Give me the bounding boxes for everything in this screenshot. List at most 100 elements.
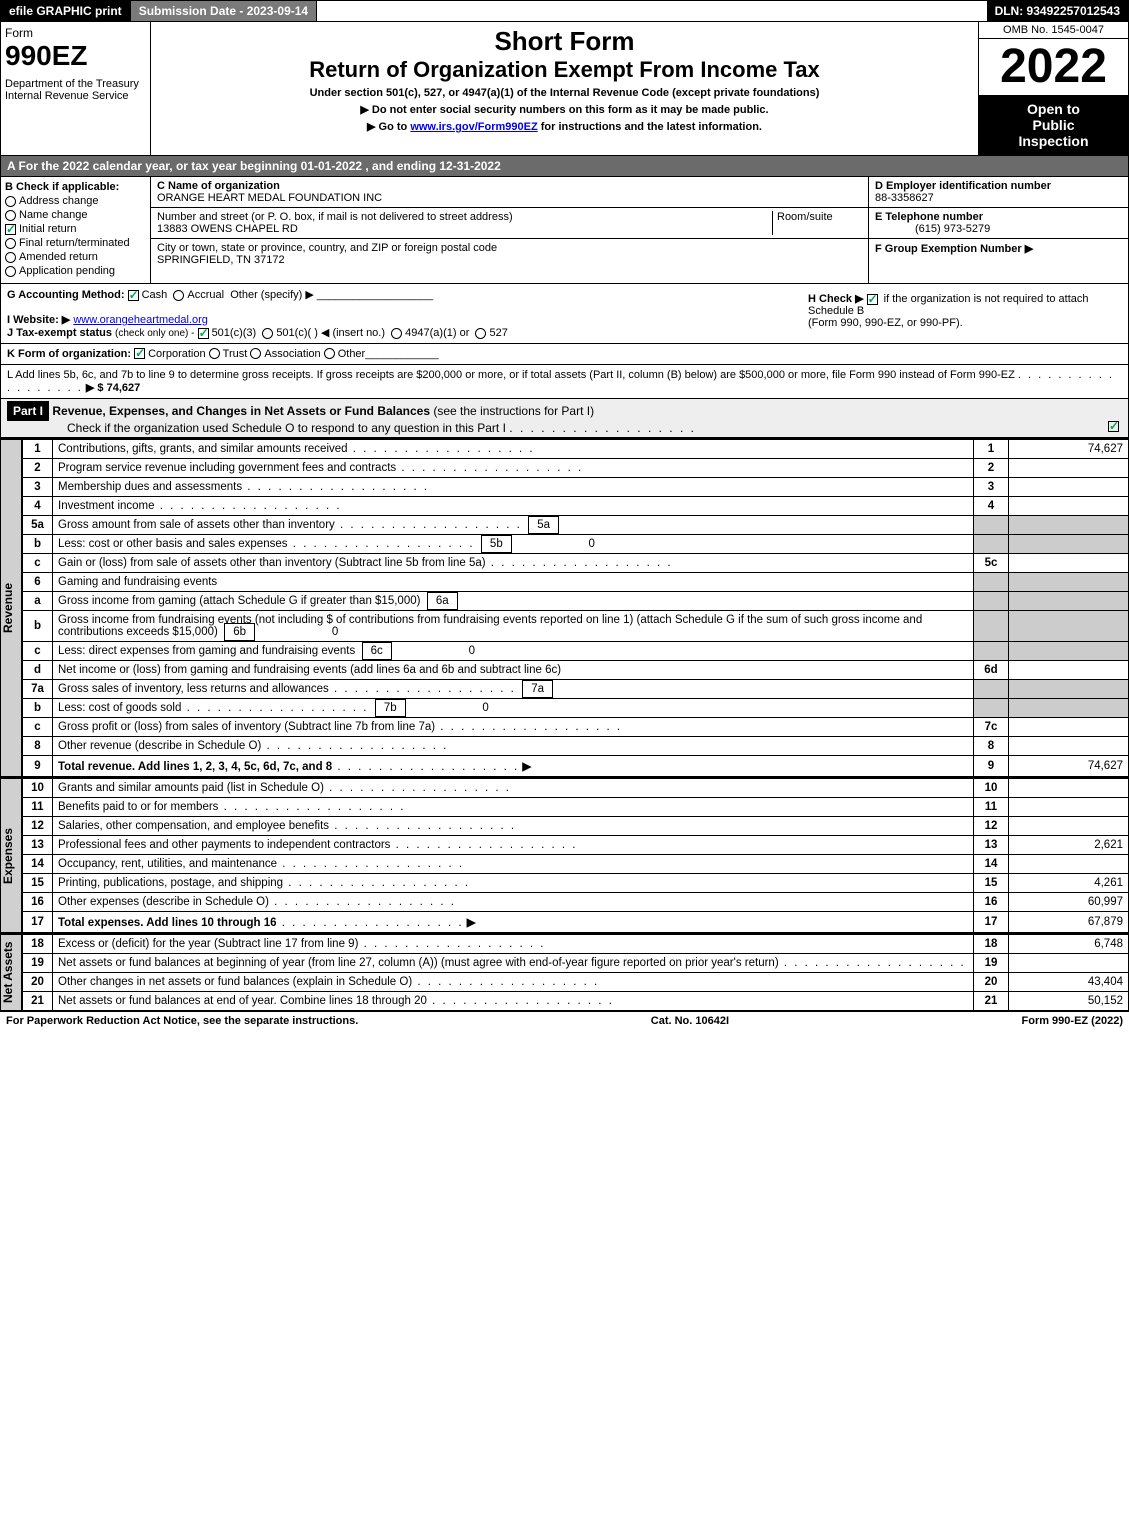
line7a-desc: Gross sales of inventory, less returns a… — [58, 683, 329, 695]
h-checkbox[interactable] — [867, 294, 878, 305]
website-link[interactable]: www.orangeheartmedal.org — [73, 314, 208, 326]
dots-icon — [332, 761, 519, 773]
check-amended[interactable] — [5, 252, 16, 263]
line16-desc: Other expenses (describe in Schedule O) — [58, 896, 269, 908]
line17-num: 17 — [23, 912, 53, 933]
short-form-title: Short Form — [159, 26, 970, 57]
line13-amt: 2,621 — [1009, 836, 1129, 855]
part1-tag: Part I — [7, 401, 49, 421]
check-label-address: Address change — [19, 195, 99, 207]
footer-left: For Paperwork Reduction Act Notice, see … — [6, 1015, 358, 1027]
expenses-table: 10Grants and similar amounts paid (list … — [22, 778, 1129, 933]
line12-desc: Salaries, other compensation, and employ… — [58, 820, 329, 832]
k-other-check[interactable] — [324, 348, 335, 359]
check-initial-return[interactable] — [5, 224, 16, 235]
j-527-check[interactable] — [475, 328, 486, 339]
part1-schedule-o-check[interactable] — [1108, 421, 1119, 432]
part1-dots — [509, 421, 696, 435]
revenue-vertical-label: Revenue — [0, 439, 22, 777]
line-14: 14Occupancy, rent, utilities, and mainte… — [23, 855, 1129, 874]
form-header: Form 990EZ Department of the Treasury In… — [0, 22, 1129, 156]
j-501c3-check[interactable] — [198, 328, 209, 339]
line6c-ln-shaded — [974, 642, 1009, 661]
line12-ln: 12 — [974, 817, 1009, 836]
line20-ln: 20 — [974, 973, 1009, 992]
footer-center: Cat. No. 10642I — [651, 1015, 729, 1027]
line-7a: 7aGross sales of inventory, less returns… — [23, 680, 1129, 699]
line-7c: cGross profit or (loss) from sales of in… — [23, 718, 1129, 737]
line12-num: 12 — [23, 817, 53, 836]
netassets-table: 18Excess or (deficit) for the year (Subt… — [22, 934, 1129, 1011]
check-pending[interactable] — [5, 266, 16, 277]
netassets-vertical-label: Net Assets — [0, 934, 22, 1011]
check-address-change[interactable] — [5, 196, 16, 207]
line4-desc: Investment income — [58, 500, 155, 512]
accounting-cash-check[interactable] — [128, 290, 139, 301]
line6b-num: b — [23, 611, 53, 642]
line5a-ln-shaded — [974, 516, 1009, 535]
line9-num: 9 — [23, 756, 53, 777]
accounting-accrual-check[interactable] — [173, 290, 184, 301]
line21-ln: 21 — [974, 992, 1009, 1011]
line14-num: 14 — [23, 855, 53, 874]
line7b-desc: Less: cost of goods sold — [58, 702, 181, 714]
part1-title: Revenue, Expenses, and Changes in Net As… — [52, 404, 430, 418]
dots-icon — [283, 877, 470, 889]
line11-desc: Benefits paid to or for members — [58, 801, 218, 813]
line2-ln: 2 — [974, 459, 1009, 478]
j-501c-check[interactable] — [262, 328, 273, 339]
dots-icon — [218, 801, 405, 813]
line-3: 3Membership dues and assessments3 — [23, 478, 1129, 497]
j-4947-check[interactable] — [391, 328, 402, 339]
line6-desc: Gaming and fundraising events — [53, 573, 974, 592]
part1-header-row: Part I Revenue, Expenses, and Changes in… — [0, 399, 1129, 438]
line3-amt — [1009, 478, 1129, 497]
line-5a: 5aGross amount from sale of assets other… — [23, 516, 1129, 535]
line-11: 11Benefits paid to or for members11 — [23, 798, 1129, 817]
line6c-desc: Less: direct expenses from gaming and fu… — [58, 645, 355, 657]
line6c-subval: 0 — [395, 645, 475, 657]
accrual-label: Accrual — [187, 289, 224, 301]
dots-icon — [486, 557, 673, 569]
line7b-subval: 0 — [409, 702, 489, 714]
submission-date-button[interactable]: Submission Date - 2023-09-14 — [131, 1, 317, 21]
dots-icon — [155, 500, 342, 512]
efile-button[interactable]: efile GRAPHIC print — [1, 1, 131, 21]
line-19: 19Net assets or fund balances at beginni… — [23, 954, 1129, 973]
check-label-name: Name change — [19, 209, 88, 221]
line20-desc: Other changes in net assets or fund bala… — [58, 976, 412, 988]
line15-desc: Printing, publications, postage, and shi… — [58, 877, 283, 889]
line7b-num: b — [23, 699, 53, 718]
line7a-ln-shaded — [974, 680, 1009, 699]
line-20: 20 Other changes in net assets or fund ba… — [23, 973, 1129, 992]
j-opt2: 501(c)( ) ◀ (insert no.) — [276, 327, 385, 339]
dept-treasury: Department of the Treasury — [5, 78, 146, 90]
line18-ln: 18 — [974, 935, 1009, 954]
line5c-ln: 5c — [974, 554, 1009, 573]
line16-amt: 60,997 — [1009, 893, 1129, 912]
k-corp-check[interactable] — [134, 348, 145, 359]
line-21: 21Net assets or fund balances at end of … — [23, 992, 1129, 1011]
k-trust-check[interactable] — [209, 348, 220, 359]
line20-amt: 43,404 — [1009, 973, 1129, 992]
line21-amt: 50,152 — [1009, 992, 1129, 1011]
goto-suffix: for instructions and the latest informat… — [538, 121, 762, 133]
line7b-ln-shaded — [974, 699, 1009, 718]
cash-label: Cash — [142, 289, 168, 301]
phone-value: (615) 973-5279 — [875, 223, 990, 235]
k-trust: Trust — [223, 348, 248, 360]
line6-amt-shaded — [1009, 573, 1129, 592]
k-assoc-check[interactable] — [250, 348, 261, 359]
line6d-desc: Net income or (loss) from gaming and fun… — [53, 661, 974, 680]
line4-ln: 4 — [974, 497, 1009, 516]
line6b-ln-shaded — [974, 611, 1009, 642]
line5b-amt-shaded — [1009, 535, 1129, 554]
check-name-change[interactable] — [5, 210, 16, 221]
check-final-return[interactable] — [5, 238, 16, 249]
line1-ln: 1 — [974, 440, 1009, 459]
line-15: 15Printing, publications, postage, and s… — [23, 874, 1129, 893]
line17-desc: Total expenses. Add lines 10 through 16 — [58, 917, 277, 929]
line-17: 17 Total expenses. Add lines 10 through 1… — [23, 912, 1129, 933]
check-label-amended: Amended return — [19, 251, 98, 263]
irs-link[interactable]: www.irs.gov/Form990EZ — [410, 121, 537, 133]
